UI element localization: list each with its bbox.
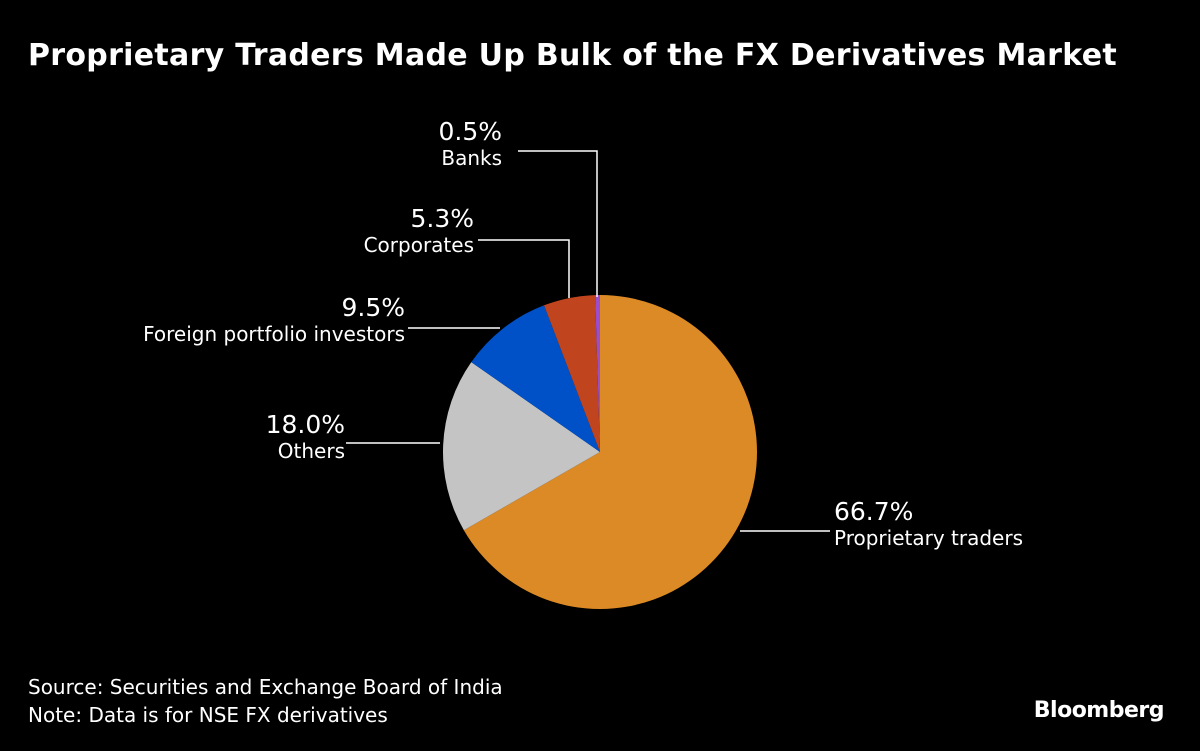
label-corporates: 5.3% Corporates — [300, 204, 474, 257]
label-banks: 0.5% Banks — [400, 117, 502, 170]
data-label: 9.5% — [341, 293, 405, 322]
pie-slice-others — [443, 362, 600, 531]
label-others: 18.0% Others — [200, 410, 345, 463]
pie-slice-foreign-portfolio-investors — [471, 305, 600, 452]
data-label: 66.7% — [834, 497, 914, 526]
pie-slice-proprietary-traders — [463, 295, 757, 609]
pie-slice-banks — [595, 295, 600, 452]
leader-banks — [518, 150, 598, 297]
slice-name: Banks — [441, 146, 502, 170]
label-fpi: 9.5% Foreign portfolio investors — [60, 293, 405, 346]
footnote: Note: Data is for NSE FX derivatives — [28, 703, 388, 727]
slice-name: Corporates — [363, 233, 474, 257]
bloomberg-logo: Bloomberg — [1033, 698, 1165, 723]
data-label: 18.0% — [265, 410, 345, 439]
leader-corporates — [478, 239, 570, 298]
chart-title: Proprietary Traders Made Up Bulk of the … — [28, 38, 1117, 73]
pie-slice-corporates — [544, 295, 600, 452]
data-label: 0.5% — [438, 117, 502, 146]
slice-name: Foreign portfolio investors — [143, 322, 405, 346]
source-note: Source: Securities and Exchange Board of… — [28, 675, 503, 699]
data-label: 5.3% — [410, 204, 474, 233]
label-proprietary: 66.7% Proprietary traders — [834, 497, 1023, 550]
slice-name: Proprietary traders — [834, 526, 1023, 550]
slice-name: Others — [277, 439, 345, 463]
